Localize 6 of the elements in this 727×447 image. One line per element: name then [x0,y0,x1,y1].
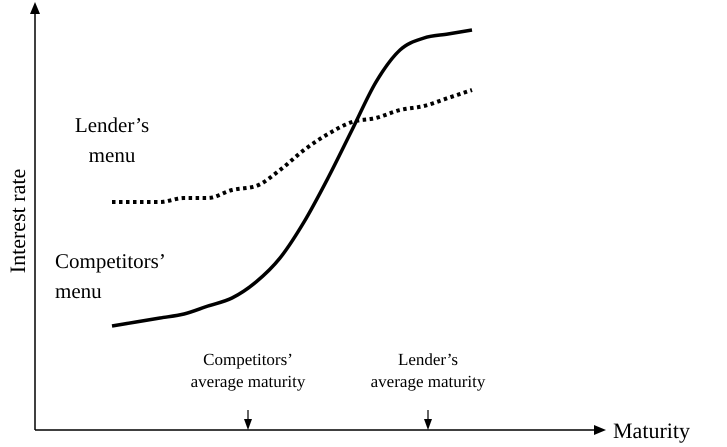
y-axis-title: Interest rate [5,168,30,274]
annotation: Competitors’ average maturity [190,350,306,391]
series-label: Competitors’ menu [55,249,166,303]
annotation: Lender’s average maturity [370,350,486,391]
x-axis-title: Maturity [613,418,690,443]
series-label: Lender’s menu [74,113,150,167]
